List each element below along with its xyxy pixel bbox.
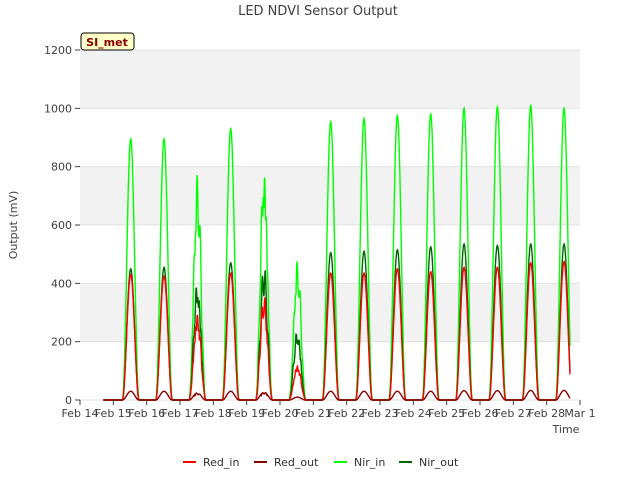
y-tick-label: 0 xyxy=(65,394,72,407)
x-tick-label: Feb 20 xyxy=(262,407,299,420)
x-tick-label: Feb 21 xyxy=(295,407,332,420)
x-tick-label: Feb 26 xyxy=(462,407,499,420)
x-tick-label: Feb 25 xyxy=(428,407,465,420)
x-tick-label: Feb 22 xyxy=(328,407,365,420)
x-tick-label: Feb 14 xyxy=(62,407,99,420)
y-tick-label: 400 xyxy=(51,277,72,290)
x-tick-label: Feb 16 xyxy=(128,407,165,420)
legend-label: Nir_in xyxy=(354,456,385,469)
grid-band xyxy=(80,166,580,225)
legend: Red_in Red_out Nir_in Nir_out xyxy=(183,456,459,469)
x-tick-label: Feb 17 xyxy=(162,407,199,420)
x-tick-label: Feb 18 xyxy=(195,407,232,420)
y-tick-label: 800 xyxy=(51,161,72,174)
y-axis-label: Output (mV) xyxy=(7,191,20,260)
series-line-red-out xyxy=(103,389,571,401)
x-tick-label: Mar 1 xyxy=(564,407,595,420)
y-tick-label: 1000 xyxy=(44,102,72,115)
x-axis-label: Time xyxy=(552,423,580,436)
y-tick-label: 200 xyxy=(51,336,72,349)
y-tick-label: 1200 xyxy=(44,44,72,57)
grid-band xyxy=(80,50,580,109)
x-tick-label: Feb 24 xyxy=(395,407,432,420)
grid-band xyxy=(80,283,580,342)
legend-label: Nir_out xyxy=(419,456,459,469)
legend-label: Red_out xyxy=(274,456,319,469)
x-tick-label: Feb 15 xyxy=(95,407,132,420)
site-badge-label: SI_met xyxy=(86,36,128,49)
x-tick-label: Feb 19 xyxy=(228,407,265,420)
chart-title: LED NDVI Sensor Output xyxy=(238,4,398,19)
legend-label: Red_in xyxy=(203,456,239,469)
y-tick-label: 600 xyxy=(51,219,72,232)
x-tick-label: Feb 27 xyxy=(495,407,532,420)
series-layer xyxy=(103,103,571,401)
x-tick-label: Feb 23 xyxy=(362,407,399,420)
x-tick-label: Feb 28 xyxy=(528,407,565,420)
site-badge: SI_met xyxy=(80,32,135,51)
plot-background xyxy=(80,49,580,401)
